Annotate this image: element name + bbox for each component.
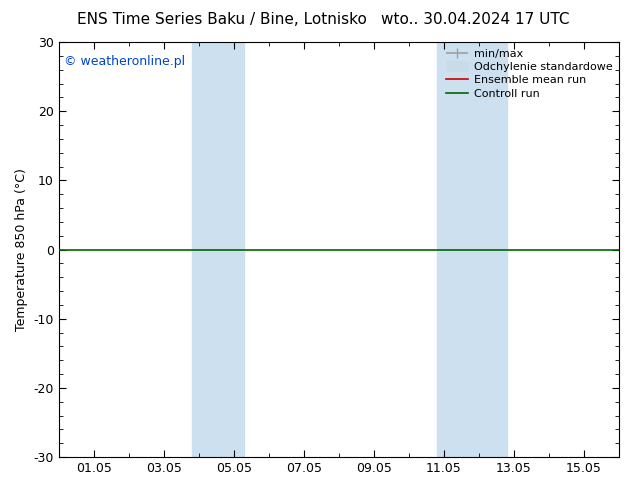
Text: wto.. 30.04.2024 17 UTC: wto.. 30.04.2024 17 UTC [381, 12, 570, 27]
Bar [192, 42, 244, 457]
Y-axis label: Temperature 850 hPa (°C): Temperature 850 hPa (°C) [15, 168, 28, 331]
Bar [437, 42, 507, 457]
Legend: min/max, Odchylenie standardowe, Ensemble mean run, Controll run: min/max, Odchylenie standardowe, Ensembl… [441, 44, 617, 103]
Text: ENS Time Series Baku / Bine, Lotnisko: ENS Time Series Baku / Bine, Lotnisko [77, 12, 367, 27]
Text: © weatheronline.pl: © weatheronline.pl [65, 54, 186, 68]
